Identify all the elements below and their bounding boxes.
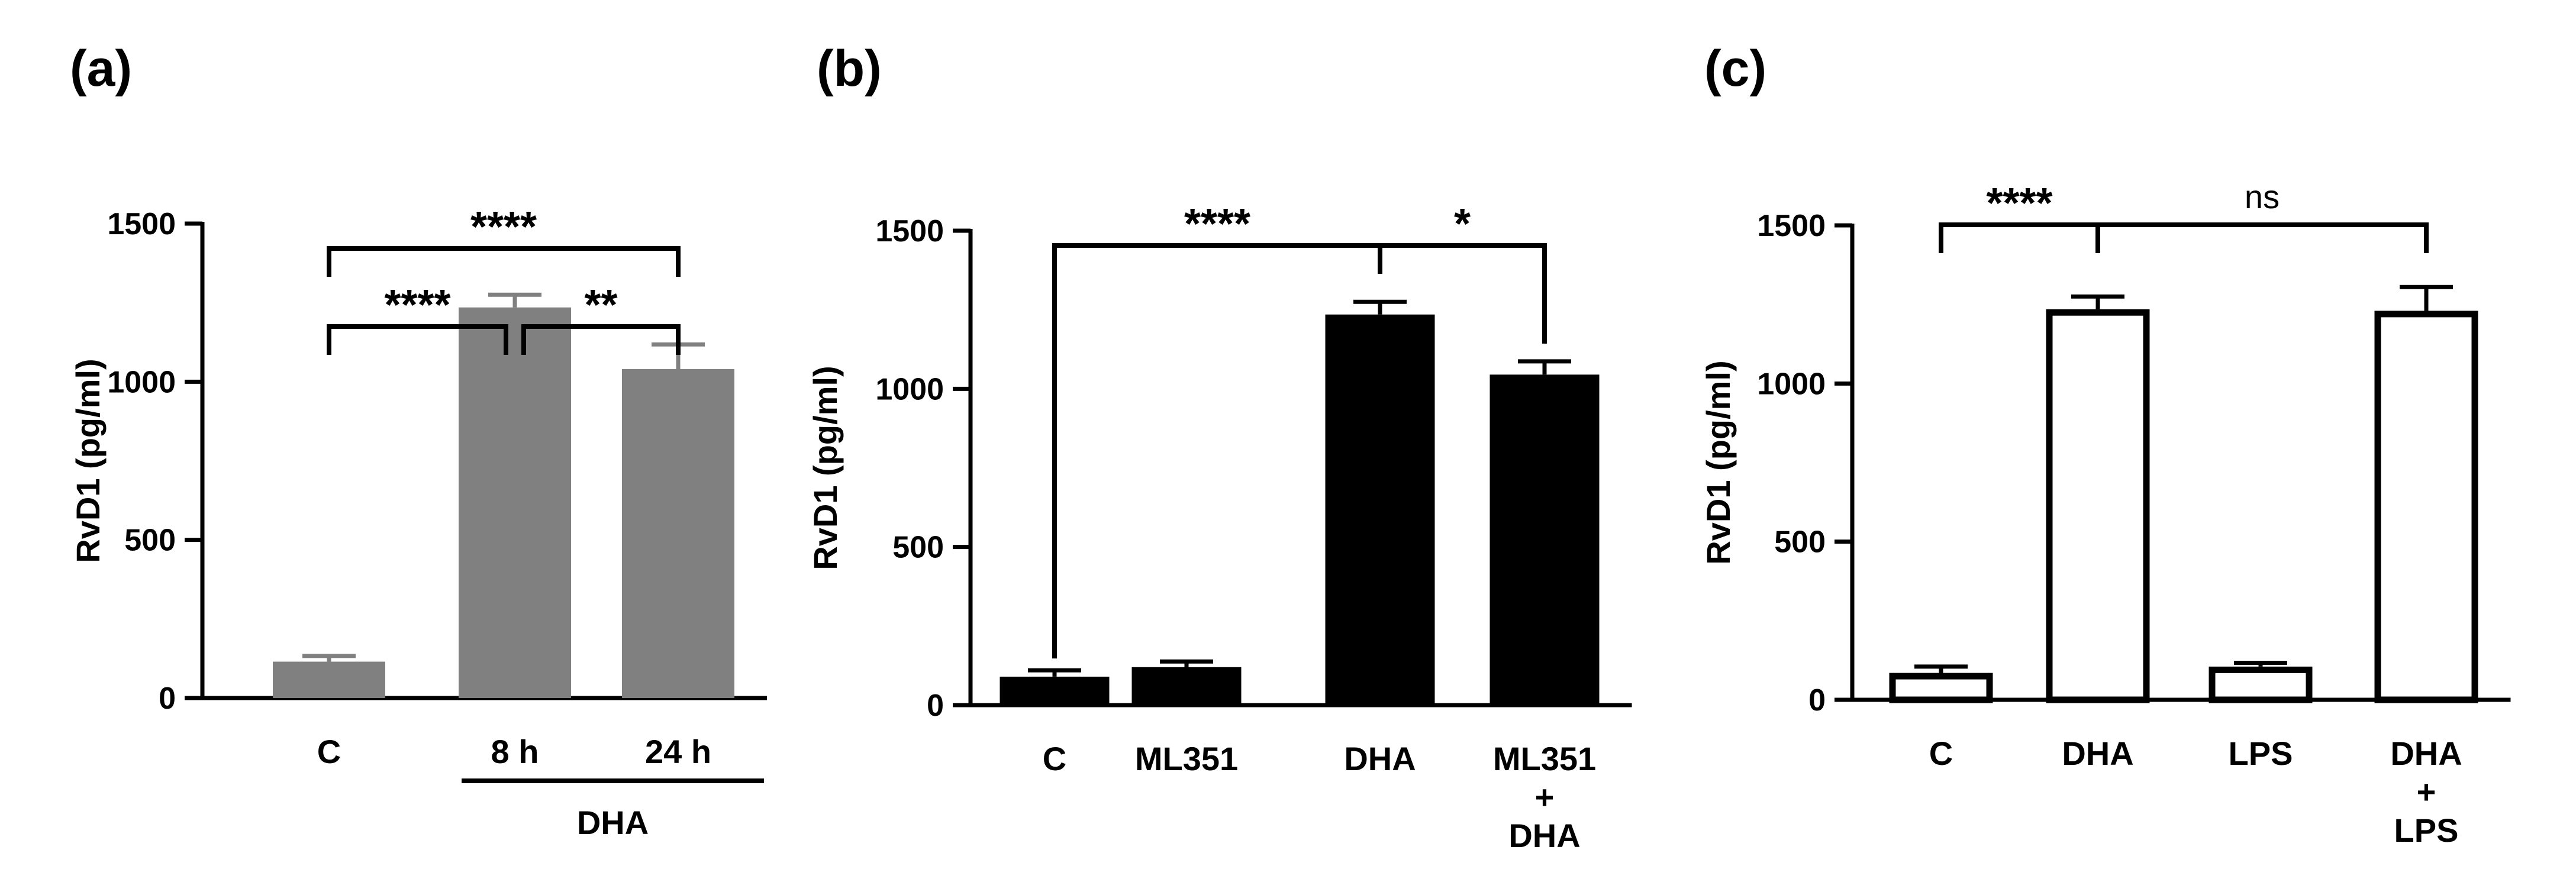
bar [2046,309,2150,703]
x-category-label: 24 h [645,733,711,770]
y-tick-label: 1000 [875,372,944,406]
x-category-label: LPS [2229,735,2293,772]
x-category-label: LPS [2394,812,2459,849]
x-category-label: C [1043,740,1066,777]
bar [1000,676,1110,705]
y-tick-label: 1500 [1757,209,1826,243]
significance-label: ** [584,282,617,329]
panel-b: (b) RvD1 (pg/ml) 0 500 1000 1500 C ML351 DHA ML35… [807,40,1632,854]
significance-bracket [1939,222,2100,253]
bar [1325,314,1435,705]
x-category-label: + [2417,773,2436,810]
bar [2374,311,2478,703]
x-category-label: DHA [2390,735,2462,772]
bar [622,369,734,698]
significance-label: **** [384,282,450,329]
y-tick-label: 1500 [875,214,944,248]
bar [1889,673,1993,703]
y-axis-label: RvD1 (pg/ml) [1700,360,1737,564]
bar [273,661,385,698]
y-tick-label: 1000 [107,365,176,399]
x-category-label: DHA [1344,740,1416,777]
significance-label: **** [470,203,537,251]
y-tick-label: 0 [159,681,176,716]
x-category-label: + [1535,778,1555,816]
significance-bracket [1378,243,1547,344]
y-axis-label: RvD1 (pg/ml) [69,358,107,563]
x-category-label: C [1929,735,1953,772]
y-tick-label: 0 [1808,683,1826,718]
panel-label: (a) [70,40,132,97]
x-category-label: DHA [2062,735,2133,772]
bar [2209,666,2313,703]
panel-a: (a) RvD1 (pg/ml) 0 500 1000 1500 C 8 h 24 h DHA **… [69,40,767,841]
y-tick-label: 500 [892,531,944,565]
y-axis-label: RvD1 (pg/ml) [807,366,844,570]
x-category-label: ML351 [1493,740,1596,777]
group-label: DHA [577,804,649,841]
significance-label: * [1454,201,1471,248]
x-category-label: C [317,733,341,770]
x-category-label: 8 h [491,733,539,770]
y-tick-label: 500 [1774,525,1826,560]
x-category-label: ML351 [1135,740,1238,777]
y-tick-label: 1000 [1757,367,1826,401]
significance-label: **** [1986,180,2052,227]
x-category-label: DHA [1508,817,1580,854]
y-tick-label: 0 [927,689,944,723]
bar [1489,374,1600,705]
significance-bracket [521,324,681,355]
significance-bracket [327,324,508,355]
bar [1131,667,1242,705]
y-tick-label: 500 [124,524,176,558]
significance-label: ns [2245,178,2280,215]
panel-label: (c) [1704,40,1766,97]
y-tick-label: 1500 [107,207,176,241]
significance-bracket [327,246,681,277]
significance-label: **** [1184,201,1250,248]
significance-bracket [2095,222,2429,253]
bar [459,307,571,698]
panel-label: (b) [817,40,882,97]
